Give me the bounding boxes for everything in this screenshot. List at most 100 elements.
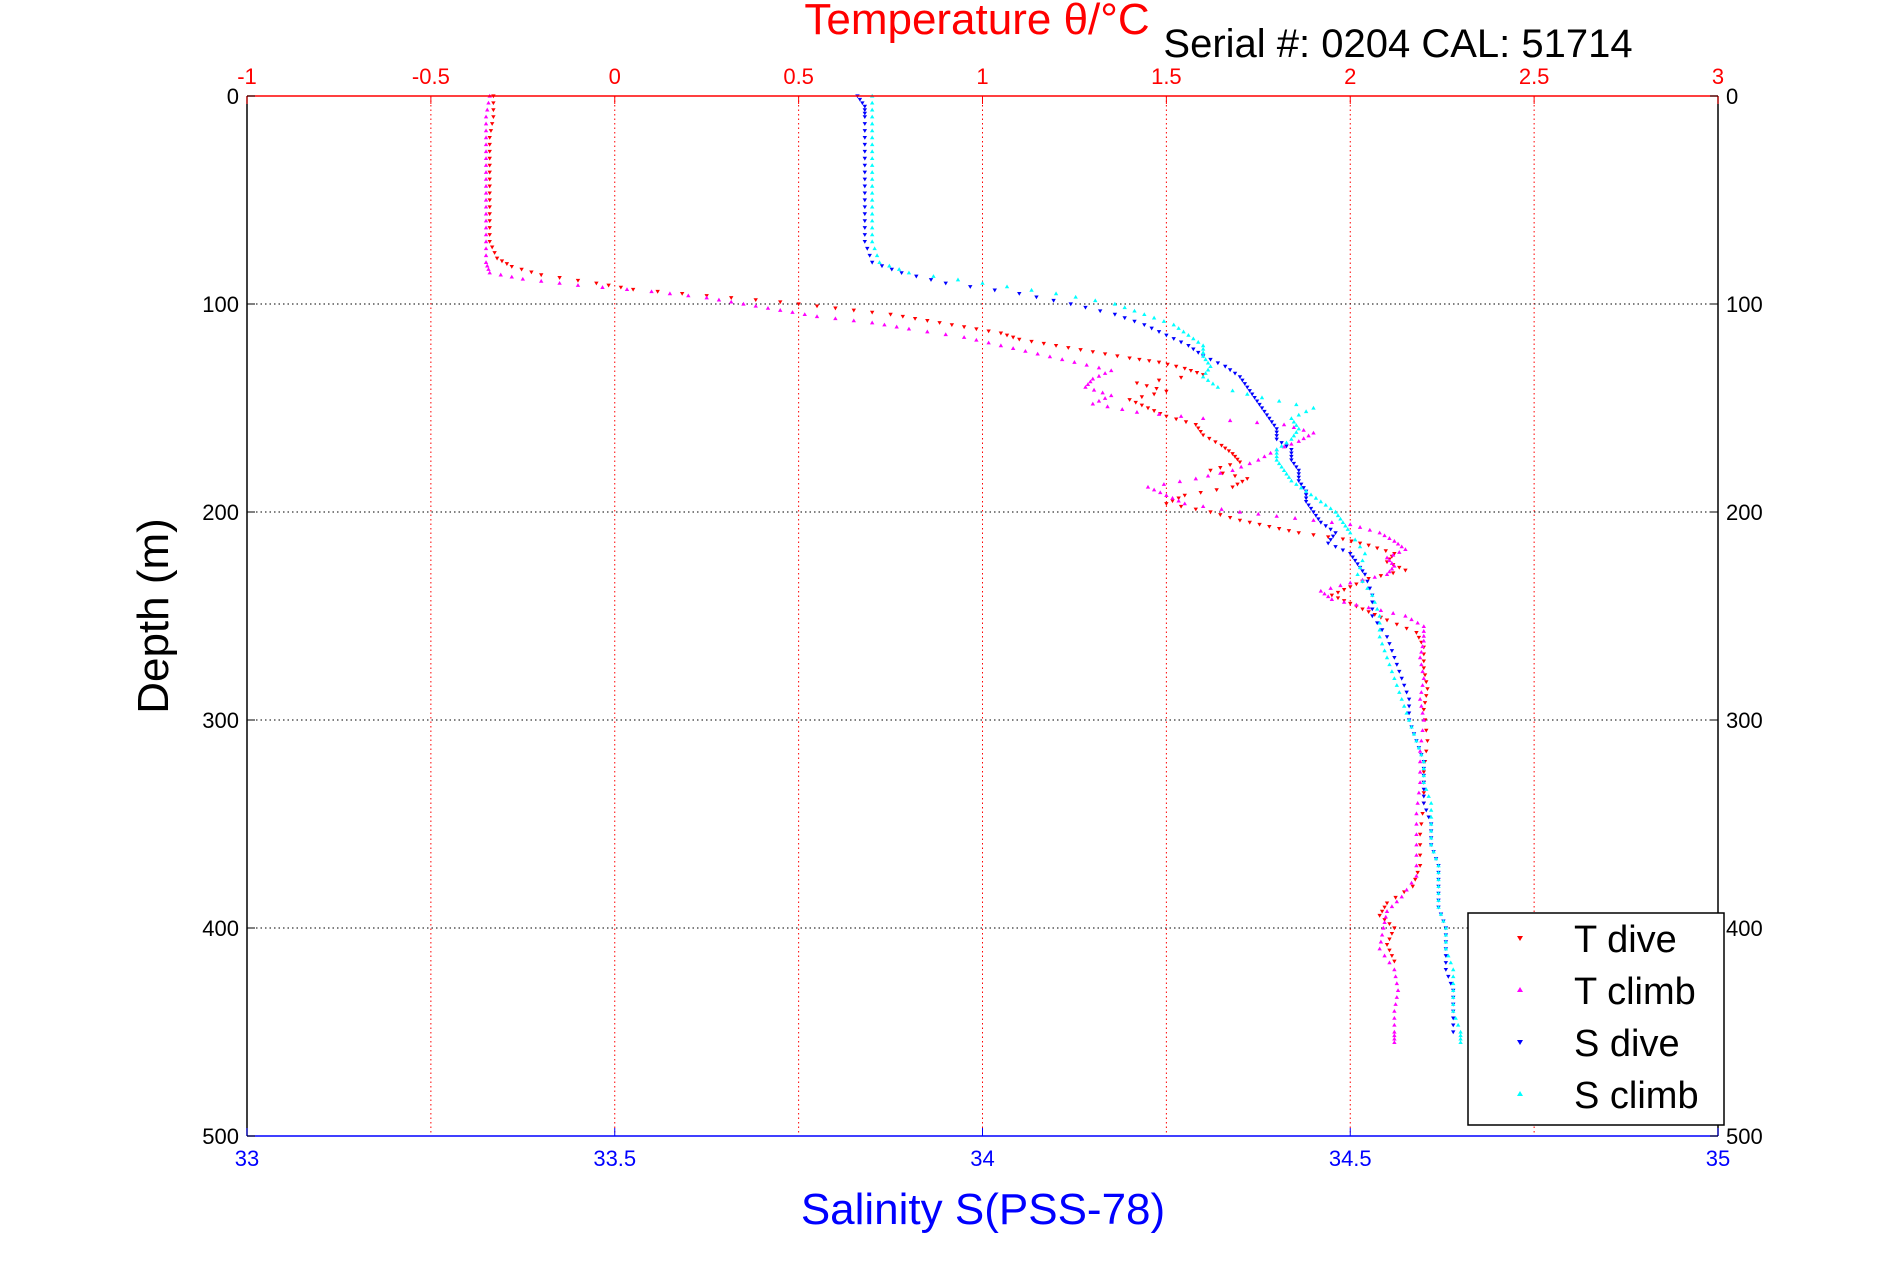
data-point [1208, 468, 1213, 473]
data-point [1264, 413, 1270, 418]
data-point [869, 260, 875, 265]
data-point [869, 190, 875, 195]
top-tick-label: 2 [1344, 64, 1356, 89]
data-point [1161, 482, 1167, 486]
data-point [1200, 416, 1206, 420]
data-point [1409, 724, 1414, 729]
data-point [1296, 472, 1301, 477]
data-point [1399, 544, 1404, 549]
data-point [1394, 981, 1400, 986]
data-point [862, 191, 868, 196]
data-point [1366, 610, 1371, 615]
data-point [1318, 520, 1324, 525]
data-point [1443, 939, 1449, 944]
data-point [1102, 352, 1108, 357]
data-point [888, 312, 893, 317]
data-point [1421, 659, 1426, 664]
data-point [1348, 601, 1353, 606]
data-point [1420, 644, 1425, 649]
data-point [1421, 708, 1426, 712]
data-point [1377, 913, 1382, 918]
data-point [494, 256, 500, 261]
top-tick-label: 0.5 [783, 64, 814, 89]
data-point [1420, 669, 1425, 674]
data-point [1415, 620, 1420, 625]
data-point [557, 276, 562, 280]
legend-marker [1517, 1091, 1523, 1096]
data-point [1200, 374, 1206, 379]
data-point [862, 136, 868, 140]
data-point [906, 270, 912, 275]
data-point [1294, 423, 1299, 427]
data-point [992, 288, 997, 293]
data-point [1428, 807, 1434, 812]
data-point [955, 277, 961, 282]
data-point [874, 253, 880, 258]
data-point [1421, 794, 1426, 799]
data-point [483, 149, 489, 154]
data-point [1219, 507, 1224, 511]
data-point [1349, 539, 1354, 544]
data-point [1377, 613, 1382, 618]
data-point [1352, 558, 1358, 563]
data-point [1354, 602, 1359, 607]
data-point [1451, 1009, 1456, 1013]
data-point [1417, 655, 1423, 660]
data-point [1366, 605, 1371, 610]
data-point [862, 226, 868, 230]
data-point [796, 302, 801, 307]
data-point [1367, 586, 1373, 591]
data-point [1151, 409, 1157, 413]
data-point [1274, 513, 1279, 518]
data-point [1397, 690, 1402, 694]
data-point [519, 267, 524, 272]
data-point [1404, 690, 1409, 695]
data-point [1389, 954, 1395, 958]
data-point [1436, 905, 1441, 909]
top-tick-label: 1 [976, 64, 988, 89]
data-point [1390, 611, 1396, 615]
data-point [1178, 375, 1184, 380]
data-point [1414, 738, 1419, 743]
data-point [1421, 638, 1426, 643]
data-point [887, 263, 892, 268]
data-point [1424, 787, 1429, 791]
data-point [679, 292, 685, 296]
data-point [539, 278, 544, 283]
data-point [1254, 399, 1260, 404]
data-point [1394, 662, 1400, 667]
data-point [488, 129, 494, 133]
data-point [931, 274, 936, 278]
bottom-tick-label: 35 [1706, 1146, 1730, 1171]
data-point [1438, 911, 1444, 916]
data-point [704, 295, 709, 300]
data-point [483, 170, 489, 174]
bottom-tick-label: 34 [970, 1146, 994, 1171]
data-point [1235, 482, 1240, 487]
data-point [1372, 574, 1377, 579]
data-point [1134, 381, 1140, 386]
data-point [1090, 401, 1096, 406]
data-point [1316, 517, 1321, 522]
data-point [814, 304, 820, 309]
data-point [1365, 579, 1370, 584]
data-point [1249, 392, 1255, 397]
data-point [1237, 509, 1243, 514]
data-point [1193, 423, 1198, 427]
data-point [1299, 482, 1304, 487]
data-point [1173, 364, 1179, 369]
data-point [894, 324, 899, 329]
data-point [1289, 451, 1294, 456]
data-point [1425, 687, 1430, 691]
data-point [1338, 516, 1343, 521]
data-point [1328, 586, 1333, 590]
data-point [869, 156, 875, 160]
data-point [1156, 412, 1162, 416]
data-point [1428, 801, 1434, 805]
data-point [857, 97, 863, 102]
data-point [1404, 710, 1409, 715]
data-point [1274, 427, 1279, 431]
data-point [1443, 946, 1449, 951]
data-point [1421, 759, 1426, 764]
data-point [1417, 843, 1423, 847]
